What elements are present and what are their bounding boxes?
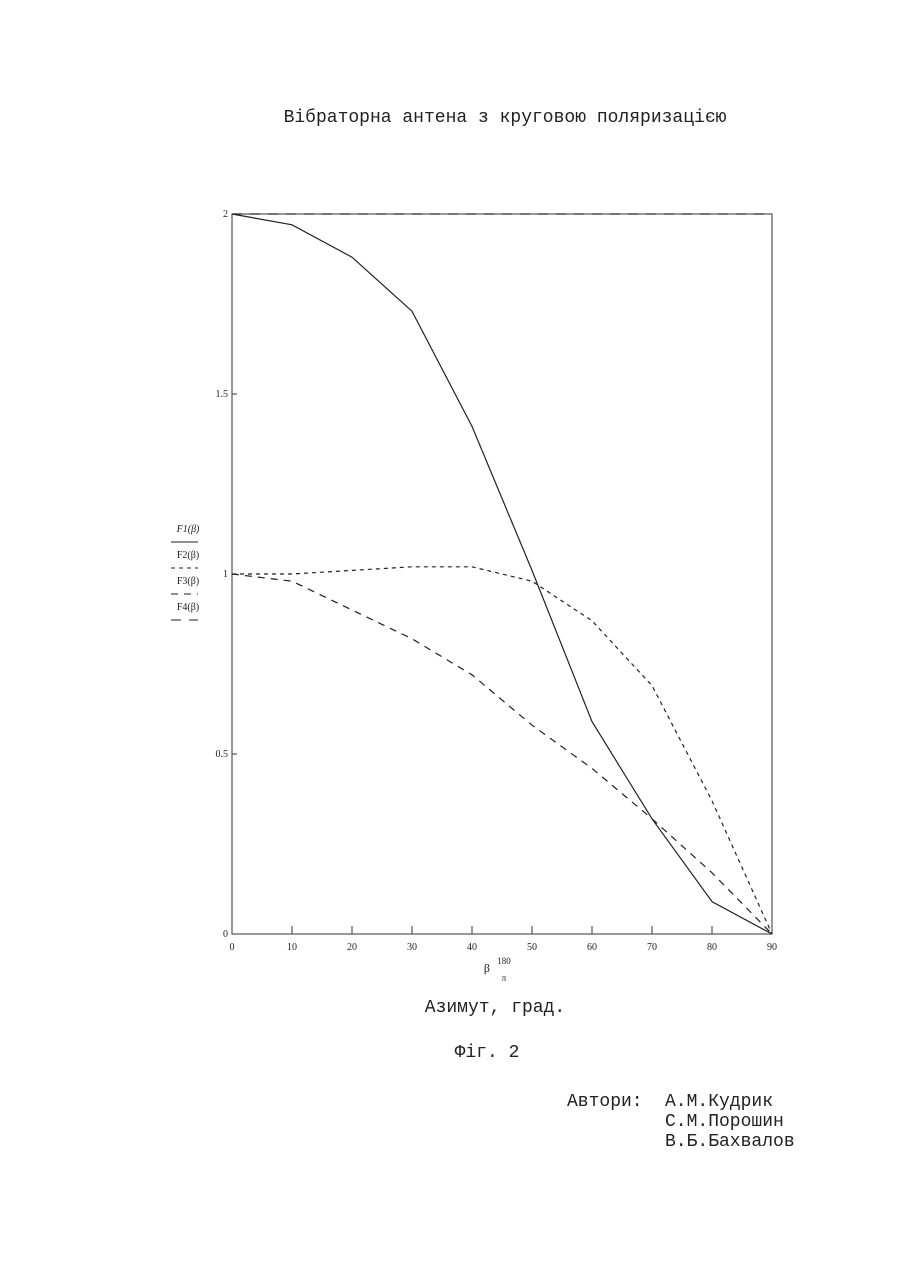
legend-label: F1(β) xyxy=(176,524,200,535)
x-factor-numerator: 180 xyxy=(497,956,511,966)
y-tick-label: 0.5 xyxy=(216,749,229,760)
x-tick-label: 20 xyxy=(347,942,357,953)
x-factor-denominator: π xyxy=(502,973,507,983)
x-tick-label: 60 xyxy=(587,942,597,953)
x-tick-label: 50 xyxy=(527,942,537,953)
series-line xyxy=(232,214,772,934)
y-tick-label: 0 xyxy=(223,929,228,940)
x-tick-label: 40 xyxy=(467,942,477,953)
x-tick-label: 10 xyxy=(287,942,297,953)
y-tick-label: 1 xyxy=(223,569,228,580)
y-tick-label: 2 xyxy=(223,209,228,220)
x-tick-label: 30 xyxy=(407,942,417,953)
x-tick-label: 80 xyxy=(707,942,717,953)
series-line xyxy=(232,567,772,934)
legend-label: F3(β) xyxy=(177,576,199,587)
x-symbol: β xyxy=(484,961,490,975)
page: Вібраторна антена з круговою поляризаціє… xyxy=(0,0,901,1273)
legend-label: F4(β) xyxy=(177,602,199,613)
x-tick-label: 0 xyxy=(230,942,235,953)
plot-frame xyxy=(232,214,772,934)
chart: β 180 π 00.511.520102030405060708090F1(β… xyxy=(0,0,901,1273)
x-tick-label: 70 xyxy=(647,942,657,953)
legend-label: F2(β) xyxy=(177,550,199,561)
y-tick-label: 1.5 xyxy=(216,389,229,400)
x-tick-label: 90 xyxy=(767,942,777,953)
series-line xyxy=(232,574,772,934)
